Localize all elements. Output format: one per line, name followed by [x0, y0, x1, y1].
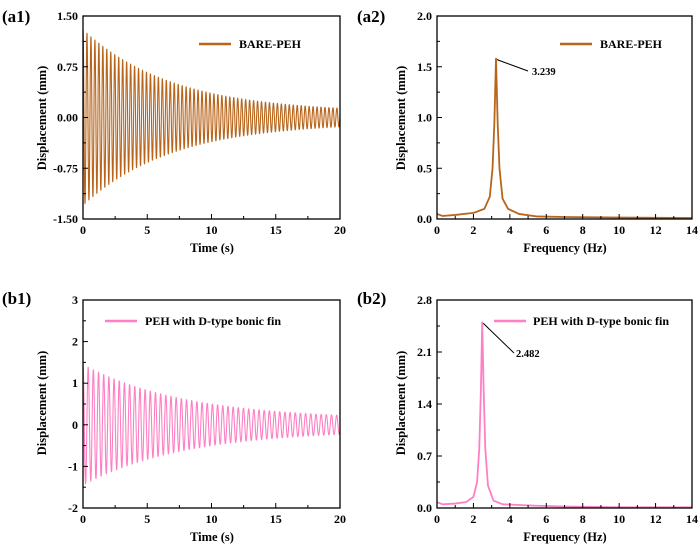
x-tick-label-a2: 12: [650, 223, 662, 237]
y-tick-label-b1: -2: [68, 501, 78, 515]
y-tick-label-a1: 1.50: [57, 9, 78, 23]
axes-frame-b1: [82, 299, 341, 509]
x-tick-label-a2: 8: [580, 223, 586, 237]
plot-area-b2: 0 2 4 6 8 10 12 14 0.0 0.7 1.4 2.1 2.8: [417, 293, 698, 526]
x-tick-label-a1: 15: [270, 223, 282, 237]
y-tick-label-b1: 3: [72, 293, 78, 307]
plot-area-b1: 0 5 10 15 20 -2 -1 0 1 2 3: [68, 293, 346, 526]
panel-label-b2: (b2): [357, 289, 386, 308]
y-tick-label-b2: 0.0: [417, 501, 432, 515]
y-axis-title-b2: Displacement (mm): [394, 351, 408, 456]
y-tick-label-a2: 1.0: [417, 111, 432, 125]
y-tick-label-b1: 0: [72, 418, 78, 432]
x-axis-title-b1: Time (s): [190, 530, 234, 544]
legend-label-a2: BARE-PEH: [600, 37, 663, 51]
series-line-a2: [436, 57, 693, 219]
y-tick-label-a1: -0.75: [53, 161, 78, 175]
x-tick-label-b1: 5: [144, 512, 150, 526]
y-tick-label-a2: 0.5: [417, 161, 432, 175]
x-tick-label-a2: 14: [686, 223, 698, 237]
x-tick-label-b1: 20: [334, 512, 346, 526]
x-tick-label-a1: 0: [80, 223, 86, 237]
peak-pointer-b2: [482, 322, 515, 354]
x-tick-label-a2: 4: [507, 223, 513, 237]
panel-label-a2: (a2): [357, 7, 385, 26]
panel-label-b1: (b1): [2, 289, 31, 308]
x-axis-title-a2: Frequency (Hz): [523, 241, 606, 255]
y-tick-label-b1: -1: [68, 459, 78, 473]
y-tick-label-b2: 1.4: [417, 397, 432, 411]
x-tick-label-a1: 10: [206, 223, 218, 237]
panel-a1: (a1) 0 5 10 15 20 -1.50 -0.75 0.00 0.75 1.50 BARE…: [2, 7, 346, 255]
y-tick-label-b2: 2.1: [417, 345, 432, 359]
y-tick-label-a1: 0.00: [57, 111, 78, 125]
x-axis-title-a1: Time (s): [190, 241, 234, 255]
y-axis-title-a1: Displacement (mm): [35, 66, 49, 171]
x-tick-label-b2: 2: [470, 512, 476, 526]
panel-a2: (a2) 0 2 4 6 8 10 12 14 0.0 0.5 1.0 1.5 2.0 BARE-PEH…: [357, 7, 698, 255]
x-tick-label-b2: 10: [613, 512, 625, 526]
x-tick-label-b1: 15: [270, 512, 282, 526]
x-tick-label-b2: 0: [434, 512, 440, 526]
panel-b1: (b1) 0 5 10 15 20 -2 -1 0 1 2 3 PEH with D-type bo…: [2, 289, 346, 544]
legend-label-a1: BARE-PEH: [239, 37, 302, 51]
peak-annotation-b2: 2.482: [516, 349, 540, 360]
x-tick-label-b2: 4: [507, 512, 513, 526]
x-tick-label-a1: 5: [144, 223, 150, 237]
axes-frame-b2: [436, 299, 693, 509]
x-tick-label-b2: 8: [580, 512, 586, 526]
series-line-b2: [436, 321, 692, 509]
plot-area-a2: 0 2 4 6 8 10 12 14 0.0 0.5 1.0 1.5 2.0: [417, 9, 698, 237]
x-tick-label-a1: 20: [334, 223, 346, 237]
y-tick-label-a1: 0.75: [57, 60, 78, 74]
y-tick-label-b1: 2: [72, 335, 78, 349]
y-tick-label-b1: 1: [72, 376, 78, 390]
x-tick-label-b2: 14: [686, 512, 698, 526]
y-tick-label-a2: 0.0: [417, 212, 432, 226]
x-tick-label-a2: 6: [543, 223, 549, 237]
legend-label-b1: PEH with D-type bonic fin: [145, 314, 281, 328]
legend-label-b2: PEH with D-type bonic fin: [533, 314, 669, 328]
peak-pointer-a2: [496, 59, 529, 72]
series-line-b1: [82, 364, 341, 485]
plot-area-a1: 0 5 10 15 20 -1.50 -0.75 0.00 0.75 1.50: [53, 9, 346, 237]
x-tick-label-b1: 0: [80, 512, 86, 526]
x-axis-title-b2: Frequency (Hz): [523, 530, 606, 544]
x-tick-label-b2: 12: [650, 512, 662, 526]
x-tick-label-a2: 2: [470, 223, 476, 237]
x-tick-label-b2: 6: [543, 512, 549, 526]
x-tick-label-a2: 0: [434, 223, 440, 237]
panel-b2: (b2) 0 2 4 6 8 10 12 14 0.0 0.7 1.4 2.1 2.8 PEH with…: [357, 289, 698, 544]
y-axis-title-b1: Displacement (mm): [35, 351, 49, 456]
y-tick-label-a1: -1.50: [53, 212, 78, 226]
y-tick-label-a2: 2.0: [417, 9, 432, 23]
x-tick-label-b1: 10: [206, 512, 218, 526]
peak-annotation-a2: 3.239: [532, 67, 556, 78]
y-tick-label-b2: 2.8: [417, 293, 432, 307]
y-axis-title-a2: Displacement (mm): [394, 66, 408, 171]
panel-label-a1: (a1): [2, 7, 30, 26]
series-line-a1: [82, 29, 341, 205]
y-tick-label-b2: 0.7: [417, 449, 432, 463]
x-tick-label-a2: 10: [613, 223, 625, 237]
y-tick-label-a2: 1.5: [417, 60, 432, 74]
